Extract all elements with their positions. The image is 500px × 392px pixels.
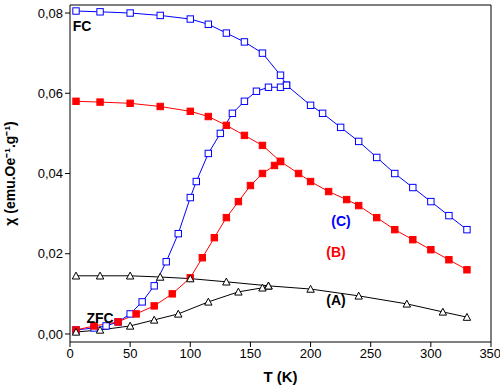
- svg-text:300: 300: [420, 346, 442, 361]
- svg-text:350: 350: [479, 346, 492, 361]
- svg-text:χ (emu.Oe⁻¹.g⁻¹): χ (emu.Oe⁻¹.g⁻¹): [8, 121, 18, 225]
- svg-text:50: 50: [123, 346, 137, 361]
- svg-text:250: 250: [360, 346, 382, 361]
- svg-text:T (K): T (K): [263, 368, 297, 385]
- svg-text:0,04: 0,04: [38, 166, 63, 181]
- html-text:ZFC: ZFC: [86, 310, 114, 326]
- svg-text:0,06: 0,06: [38, 86, 63, 101]
- svg-text:0,00: 0,00: [38, 327, 63, 342]
- svg-text:0: 0: [66, 346, 73, 361]
- html-text:(B): (B): [326, 244, 346, 260]
- svg-text:100: 100: [179, 346, 201, 361]
- svg-text:200: 200: [300, 346, 322, 361]
- svg-text:0,08: 0,08: [38, 6, 63, 21]
- svg-text:0,02: 0,02: [38, 246, 63, 261]
- html-text:(C): (C): [331, 213, 351, 229]
- html-text:FC: FC: [72, 18, 92, 34]
- svg-text:150: 150: [240, 346, 262, 361]
- html-text:(A): (A): [326, 292, 346, 308]
